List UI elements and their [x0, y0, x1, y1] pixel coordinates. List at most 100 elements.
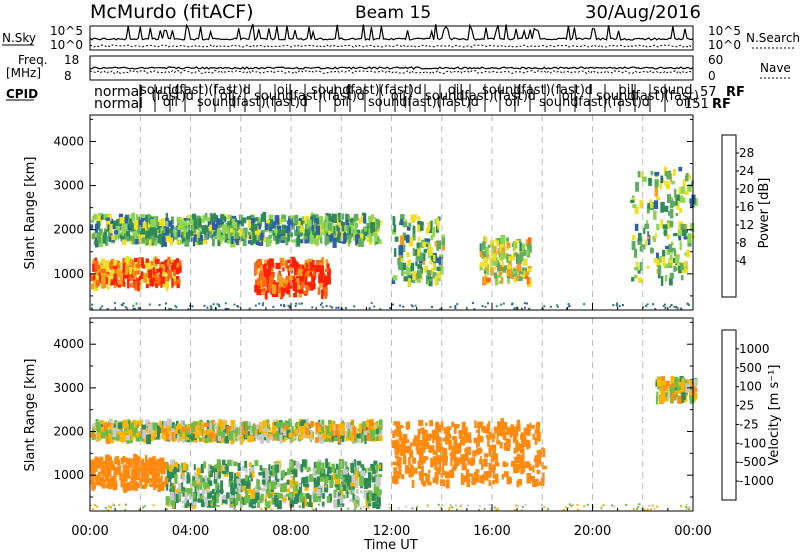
power-cell [473, 308, 476, 311]
vel-cell [154, 468, 157, 474]
cpid-fragment: d [243, 83, 251, 98]
vel-cell [194, 432, 199, 439]
power-cell [491, 244, 494, 254]
vel-cell [657, 385, 661, 389]
power-cell [116, 219, 120, 228]
vel-cell [96, 475, 100, 484]
power-cell [670, 304, 673, 306]
velocity-colorbar-label: Velocity [m s⁻¹] [767, 365, 782, 466]
power-cell [527, 268, 532, 272]
power-cell [337, 306, 340, 309]
vel-cell [530, 475, 535, 482]
power-cell [523, 306, 526, 309]
power-cell [664, 180, 667, 186]
vel-cell [298, 483, 302, 487]
power-cell [187, 308, 190, 311]
vel-cell [601, 504, 604, 507]
vel-cell [151, 482, 157, 488]
power-cell [240, 221, 244, 227]
power-cell [170, 308, 173, 311]
power-cell [126, 275, 130, 283]
vel-cell [247, 428, 250, 436]
vel-cell [515, 463, 521, 470]
vel-cell [414, 436, 420, 442]
vel-cell [265, 488, 270, 495]
vel-cell [577, 508, 579, 511]
power-cell [262, 265, 266, 274]
power-cell [139, 275, 144, 280]
vel-cell [197, 478, 201, 483]
vel-cell [338, 504, 341, 507]
power-cell [298, 281, 303, 286]
x-tick-label: 00:00 [674, 524, 711, 539]
vel-cell [113, 504, 115, 507]
power-cell [175, 267, 180, 275]
power-cell [281, 215, 287, 219]
power-cell [129, 218, 133, 228]
vel-cell [222, 459, 226, 466]
power-cell [90, 273, 95, 282]
power-cell [631, 277, 635, 282]
vel-cell [269, 493, 273, 499]
power-cell [296, 282, 300, 291]
power-cell [673, 305, 676, 308]
power-cell [162, 272, 166, 280]
power-cell [511, 255, 514, 260]
power-cell [148, 269, 152, 279]
power-cell [391, 303, 394, 306]
vel-cell [143, 436, 148, 442]
power-cell [242, 230, 245, 239]
power-cell [94, 240, 99, 246]
vel-colorbar-frame [721, 329, 737, 501]
power-cell [329, 305, 332, 308]
power-cell [288, 306, 291, 309]
vel-cell [98, 471, 101, 478]
power-cell [235, 237, 239, 245]
power-cell [166, 260, 170, 267]
power-cell [193, 219, 198, 230]
vel-cell [267, 434, 271, 439]
vel-cell [108, 429, 112, 434]
vel-cell [287, 468, 292, 475]
power-cell [122, 217, 126, 225]
vel-colorbar-tick-label: -1000 [739, 474, 774, 488]
vel-cell [369, 490, 373, 501]
vel-cell [511, 431, 514, 436]
power-cell [114, 274, 118, 283]
vel-cell [197, 498, 202, 503]
vel-cell [229, 472, 233, 482]
power-cell [256, 289, 262, 296]
vel-cell [221, 420, 225, 431]
power-cell [309, 235, 314, 244]
power-cell [271, 284, 277, 294]
power-cell [687, 304, 690, 306]
vel-cell [333, 499, 339, 509]
power-cell [131, 222, 136, 233]
vel-cell [325, 425, 330, 435]
vel-cell [366, 492, 370, 501]
vel-cell [262, 468, 268, 479]
vel-cell [181, 482, 184, 489]
power-cell [654, 179, 659, 188]
vel-cell [538, 481, 542, 486]
power-cell [631, 240, 636, 250]
power-cell [224, 302, 227, 305]
vel-cell [356, 489, 359, 494]
power-cell [236, 304, 239, 307]
vel-cell [280, 483, 285, 493]
power-cell [269, 229, 273, 234]
power-cell [155, 258, 160, 264]
power-cell [90, 219, 95, 223]
power-cell [109, 224, 113, 233]
power-cell [679, 195, 684, 203]
power-cell [512, 270, 517, 275]
power-cell [402, 244, 406, 253]
vel-cell [349, 430, 353, 437]
vel-cell [251, 471, 255, 479]
power-cell [127, 279, 130, 289]
power-cell [671, 247, 676, 252]
power-cell [304, 229, 310, 237]
vel-cell [245, 487, 248, 495]
power-cell [432, 226, 436, 237]
power-cell [131, 212, 135, 221]
